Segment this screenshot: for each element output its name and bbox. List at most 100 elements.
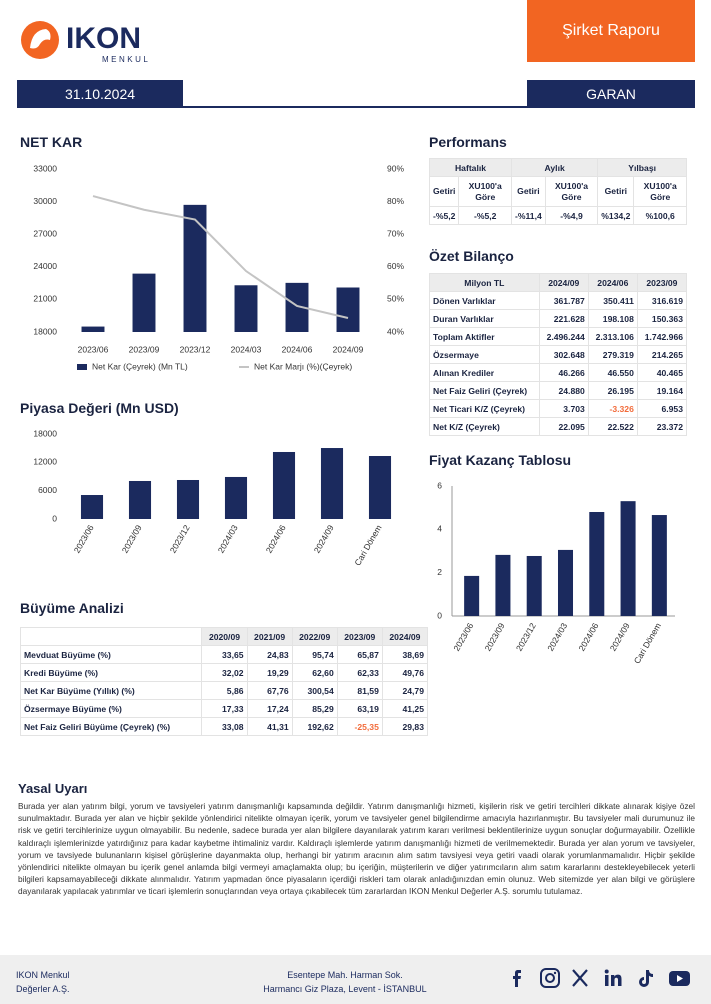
x-tick-label: 2023/12 bbox=[180, 344, 211, 354]
y-tick-label: 6 bbox=[437, 480, 442, 490]
value-cell: 17,24 bbox=[246, 699, 293, 718]
blank-head bbox=[19, 627, 203, 646]
y-tick-label: 12000 bbox=[33, 457, 57, 467]
x-tick-label: 2024/09 bbox=[312, 523, 336, 555]
value-cell: 221.628 bbox=[538, 309, 589, 328]
y2-tick-label: 40% bbox=[387, 326, 404, 336]
row-label: Net K/Z (Çeyrek) bbox=[429, 417, 540, 436]
value-cell: 5,86 bbox=[201, 681, 248, 700]
y-tick-label: 33000 bbox=[33, 163, 57, 173]
x-tick-label: 2023/09 bbox=[483, 621, 507, 653]
value-cell: 46.550 bbox=[587, 363, 638, 382]
value-cell: 24,79 bbox=[381, 681, 429, 700]
footer-line: IKON Menkul bbox=[16, 970, 70, 980]
x-tick-label: 2023/12 bbox=[168, 523, 192, 555]
value-cell: 62,33 bbox=[336, 663, 383, 682]
y-tick-label: 24000 bbox=[33, 261, 57, 271]
column-head: Getiri bbox=[597, 176, 635, 207]
linkedin-icon[interactable] bbox=[604, 969, 622, 987]
value-cell: 33,65 bbox=[201, 645, 248, 664]
logo-name: IKON bbox=[66, 22, 141, 55]
table-row: Kredi Büyüme (%) 32,02 19,29 62,60 62,33 49,7… bbox=[19, 663, 429, 682]
value-cell: 24.880 bbox=[538, 381, 589, 400]
x-tick-label: 2024/09 bbox=[333, 344, 364, 354]
social-icons bbox=[513, 968, 690, 988]
value-cell: 19.164 bbox=[636, 381, 688, 400]
value-cell: 24,83 bbox=[246, 645, 293, 664]
report-type: Şirket Raporu bbox=[527, 0, 695, 62]
x-tick-label: 2024/09 bbox=[608, 621, 632, 653]
y-tick-label: 4 bbox=[437, 524, 442, 534]
ticker: GARAN bbox=[527, 80, 695, 108]
header-row: Milyon TL 2024/09 2024/06 2023/09 bbox=[429, 273, 688, 292]
bar bbox=[80, 495, 104, 519]
value-cell: 2.496.244 bbox=[538, 327, 589, 346]
x-tick-label: Cari Dönem bbox=[352, 523, 383, 567]
balance-table: Milyon TL 2024/09 2024/06 2023/09 Dönen Varl… bbox=[429, 273, 688, 436]
bar bbox=[464, 575, 480, 616]
row-label: Toplam Aktifler bbox=[429, 327, 540, 346]
footer-line: Değerler A.Ş. bbox=[16, 984, 70, 994]
bar bbox=[285, 282, 309, 332]
value-cell: 316.619 bbox=[636, 291, 688, 310]
value-cell: 46.266 bbox=[538, 363, 589, 382]
bar bbox=[526, 555, 542, 616]
logo-lion bbox=[30, 29, 51, 49]
table-row: Net Faiz Geliri (Çeyrek) 24.880 26.195 19.1… bbox=[429, 381, 688, 400]
bar bbox=[557, 549, 574, 616]
x-tick-label: 2024/03 bbox=[545, 621, 569, 653]
x-tick-label: 2024/03 bbox=[231, 344, 262, 354]
x-tick-label: 2023/09 bbox=[120, 523, 144, 555]
value-cell: 23.372 bbox=[636, 417, 688, 436]
section-title: Performans bbox=[429, 134, 507, 150]
bar bbox=[128, 480, 152, 519]
column-head: Getiri bbox=[510, 176, 546, 207]
value-cell: 300,54 bbox=[291, 681, 338, 700]
value-cell: 38,69 bbox=[381, 645, 429, 664]
report-date: 31.10.2024 bbox=[17, 80, 183, 108]
y2-tick-label: 50% bbox=[387, 294, 404, 304]
value-cell: 67,76 bbox=[246, 681, 293, 700]
row-label: Net Faiz Geliri Büyüme (Çeyrek) (%) bbox=[19, 717, 203, 736]
table-row: Net Ticari K/Z (Çeyrek) 3.703 -3.326 6.953 bbox=[429, 399, 688, 418]
disclaimer-text: Burada yer alan yatırım bilgi, yorum ve … bbox=[18, 801, 695, 897]
y-tick-label: 6000 bbox=[38, 485, 57, 495]
column-head: Getiri bbox=[428, 176, 460, 207]
row-label: Alınan Krediler bbox=[429, 363, 540, 382]
value-cell: 95,74 bbox=[291, 645, 338, 664]
line bbox=[92, 195, 349, 319]
youtube-icon[interactable] bbox=[669, 971, 690, 986]
instagram-icon[interactable] bbox=[540, 968, 560, 988]
facebook-icon[interactable] bbox=[513, 970, 521, 987]
performance-table: Haftalık Aylık Yılbaşı Getiri XU100'a Göre Ge… bbox=[428, 158, 687, 225]
bar bbox=[183, 204, 207, 332]
bar bbox=[272, 451, 296, 519]
value-cell: 63,19 bbox=[336, 699, 383, 718]
footer-address: Esentepe Mah. Harman Sok. Harmancı Giz P… bbox=[250, 968, 440, 996]
tiktok-icon[interactable] bbox=[639, 970, 653, 987]
value-cell: 3.703 bbox=[538, 399, 589, 418]
x-tick-label: Cari Dönem bbox=[632, 621, 663, 665]
value-cell: -25,35 bbox=[336, 717, 383, 736]
value-cell: 29,83 bbox=[381, 717, 429, 736]
row-label: Duran Varlıklar bbox=[429, 309, 540, 328]
chart-title: Piyasa Değeri (Mn USD) bbox=[20, 400, 179, 416]
y2-tick-label: 70% bbox=[387, 228, 404, 238]
header-row: Haftalık Aylık Yılbaşı bbox=[429, 158, 687, 177]
chart-title: NET KAR bbox=[20, 134, 83, 150]
value-cell: 361.787 bbox=[538, 291, 589, 310]
column-head: Milyon TL bbox=[429, 273, 540, 292]
value-cell: 62,60 bbox=[291, 663, 338, 682]
x-icon[interactable] bbox=[572, 969, 588, 987]
column-head: 2021/09 bbox=[246, 627, 293, 646]
x-tick-label: 2023/09 bbox=[129, 344, 160, 354]
bar bbox=[589, 512, 605, 616]
value-cell: -%5,2 bbox=[428, 206, 460, 225]
bar bbox=[495, 554, 511, 616]
y-tick-label: 18000 bbox=[33, 428, 57, 438]
value-cell: -3.326 bbox=[587, 399, 638, 418]
bar bbox=[368, 456, 392, 519]
column-head: XU100'a Göre bbox=[633, 176, 687, 207]
period: Aylık bbox=[510, 158, 599, 177]
